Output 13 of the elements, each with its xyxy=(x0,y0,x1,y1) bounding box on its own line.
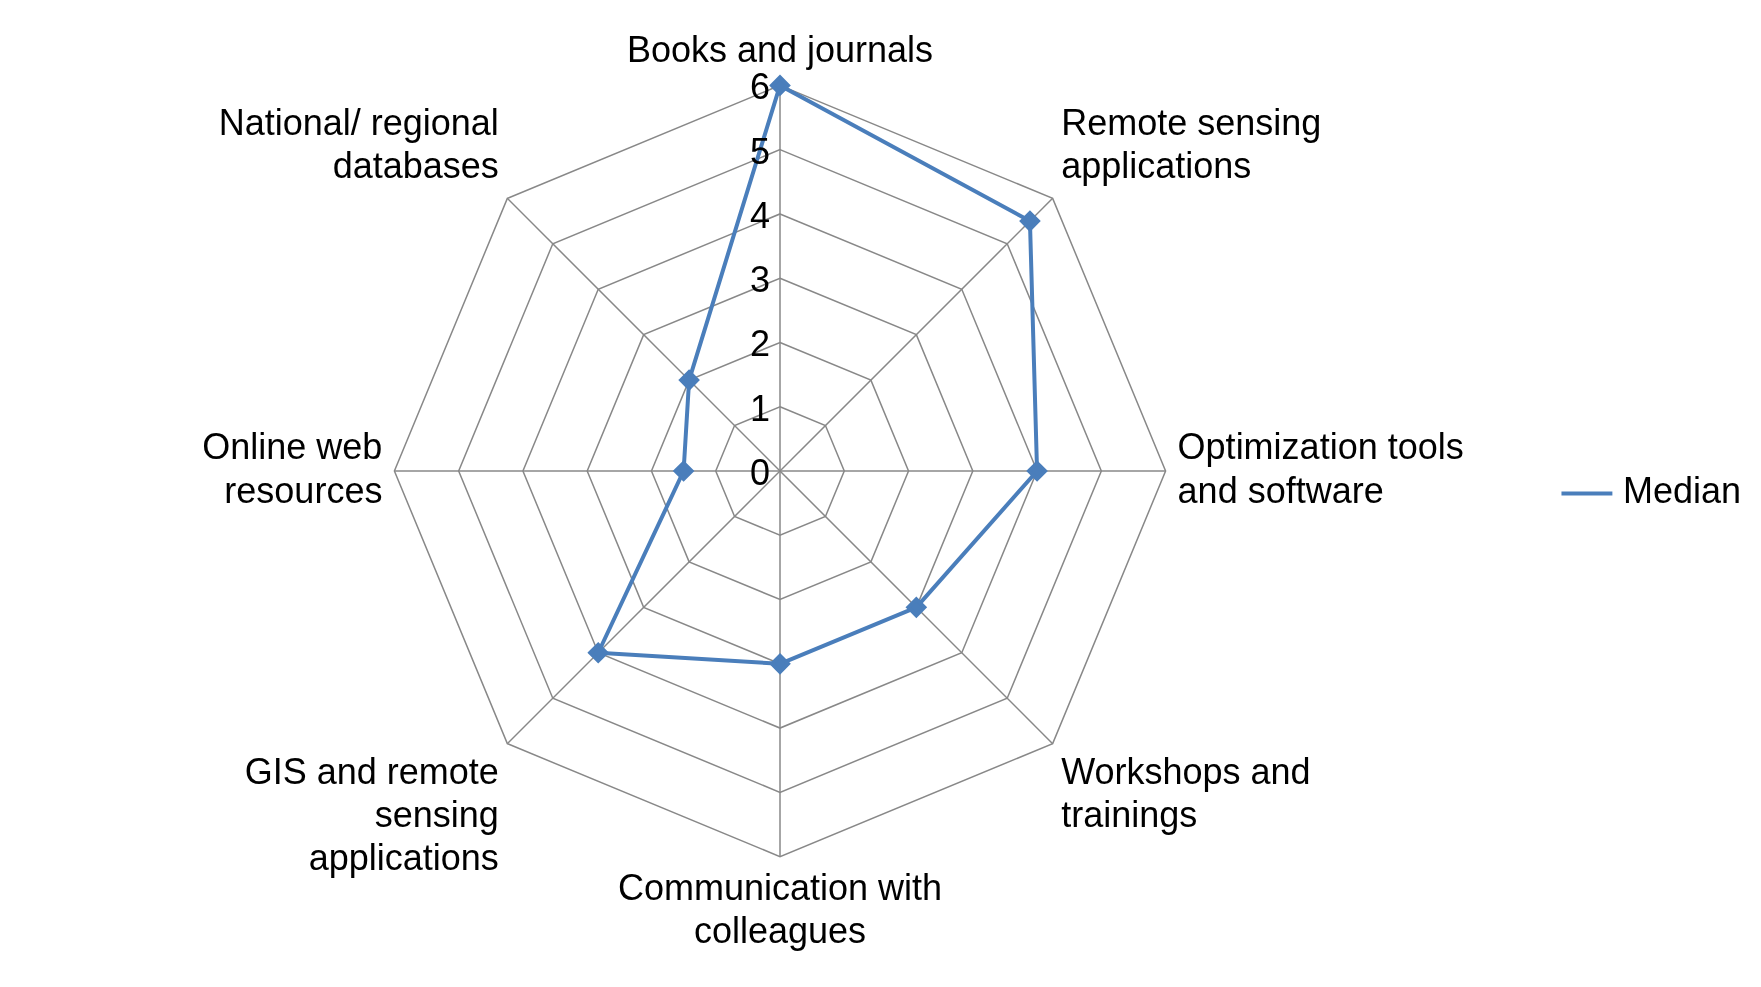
y-tick-label: 1 xyxy=(749,387,770,429)
y-tick-label: 0 xyxy=(749,451,770,493)
spoke-label: Communication with colleagues xyxy=(617,867,943,952)
y-tick-label: 2 xyxy=(749,323,770,365)
spoke-label: Remote sensing applications xyxy=(1061,101,1322,187)
y-tick-label: 3 xyxy=(749,259,770,301)
y-tick-label: 4 xyxy=(749,194,770,236)
spoke-label: Online web resources xyxy=(202,426,383,511)
spoke-label: Optimization tools and software xyxy=(1177,426,1464,511)
spoke-label: National/ regional databases xyxy=(218,101,499,187)
spoke-label: GIS and remote sensing applications xyxy=(244,750,499,879)
spoke-label: Workshops and trainings xyxy=(1061,750,1311,835)
legend-label: Median xyxy=(1622,470,1742,512)
